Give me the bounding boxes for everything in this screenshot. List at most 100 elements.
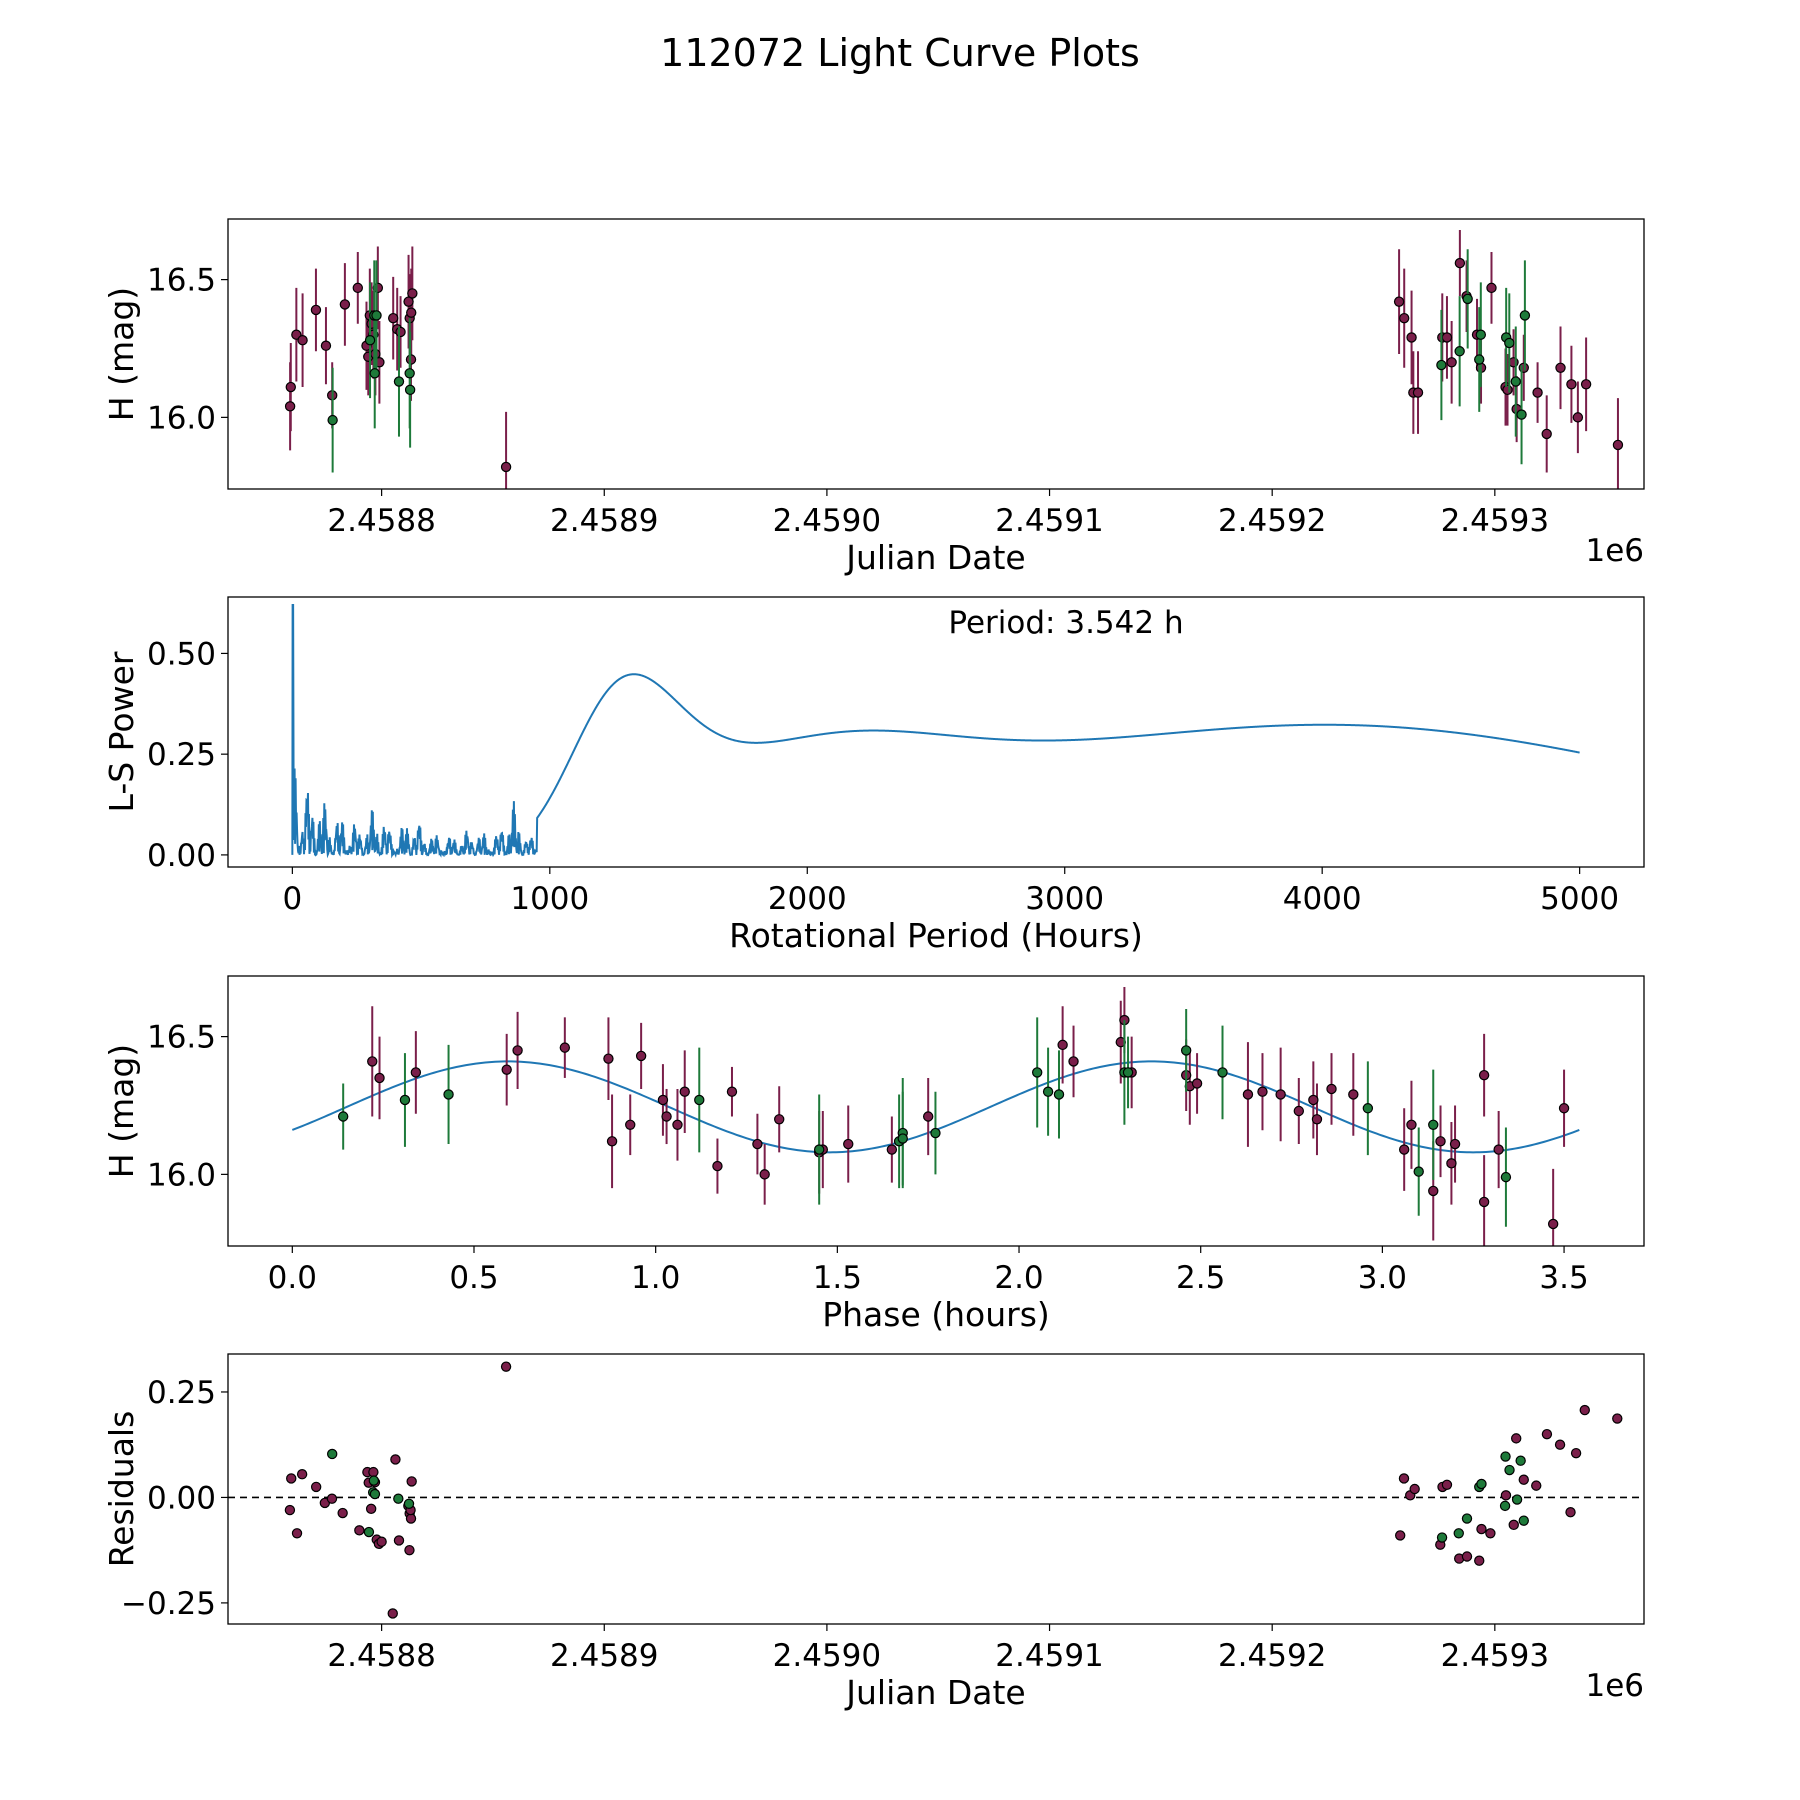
- data-point: [285, 381, 296, 393]
- data-point: [1257, 1086, 1268, 1097]
- y-tick-label: −0.25: [121, 1586, 216, 1622]
- data-point: [410, 1067, 422, 1078]
- panel-phased: 0.0 0.5 1.0 1.5 2.0 2.5 3.0 3.5 16.0 16.5 Phase (h…: [102, 975, 1645, 1334]
- x-tick-label: 0: [282, 881, 302, 917]
- data-point: [559, 1042, 571, 1053]
- residual-point: [365, 1503, 377, 1515]
- data-point: [371, 310, 382, 321]
- data-point: [297, 335, 308, 346]
- data-point: [393, 376, 405, 387]
- x-tick-label: 2.4589: [550, 1638, 658, 1674]
- data-point: [1446, 357, 1457, 368]
- x-tick-label: 2.4592: [1218, 1638, 1326, 1674]
- data-point: [1042, 1086, 1054, 1097]
- plot-area: [228, 1361, 1644, 1619]
- residual-point: [310, 1481, 322, 1493]
- x-axis-label: Phase (hours): [822, 1295, 1050, 1334]
- data-point: [1412, 387, 1424, 398]
- panel-residuals: 2.4588 2.4589 2.4590 2.4591 2.4592 2.4593 −0.2…: [102, 1353, 1645, 1712]
- residual-point: [1565, 1507, 1576, 1518]
- axes-frame: [227, 1353, 1645, 1625]
- x-tick-label: 2.4591: [995, 1638, 1103, 1674]
- residual-point: [1395, 1530, 1406, 1541]
- period-annotation: Period: 3.542 h: [948, 605, 1183, 641]
- data-point: [367, 1056, 378, 1067]
- data-point: [1454, 257, 1466, 269]
- data-point: [1449, 1138, 1461, 1150]
- data-point: [1435, 1136, 1446, 1147]
- residual-point: [1500, 1451, 1511, 1462]
- residual-point: [404, 1544, 415, 1556]
- data-point: [374, 1072, 385, 1084]
- data-point: [1311, 1114, 1323, 1125]
- data-point: [1413, 1166, 1424, 1177]
- residual-point: [376, 1536, 387, 1547]
- data-point: [399, 1094, 411, 1106]
- data-point: [1474, 354, 1485, 365]
- data-point: [512, 1045, 523, 1056]
- residual-point: [296, 1469, 308, 1480]
- residual-point: [1554, 1439, 1566, 1450]
- residual-point: [337, 1507, 348, 1519]
- data-point: [395, 326, 406, 338]
- data-point: [897, 1133, 908, 1144]
- data-point: [1406, 1119, 1417, 1130]
- residual-point: [1612, 1413, 1623, 1424]
- y-tick-label: 0.25: [147, 737, 216, 773]
- data-point: [930, 1127, 941, 1139]
- x-tick-label: 2.4593: [1441, 503, 1549, 539]
- x-tick-label: 2.4592: [1218, 503, 1326, 539]
- y-axis-label: H (mag): [102, 287, 141, 421]
- x-tick-label: 5000: [1540, 881, 1619, 917]
- y-tick-label: 0.50: [147, 636, 216, 672]
- x-axis-label: Rotational Period (Hours): [729, 916, 1143, 955]
- data-point: [1308, 1094, 1319, 1106]
- data-point: [403, 296, 414, 307]
- x-tick-label: 2.0: [994, 1260, 1043, 1296]
- data-point: [1057, 1039, 1068, 1051]
- data-point: [694, 1094, 705, 1106]
- residual-point: [1508, 1519, 1519, 1531]
- x-tick-label: 0.0: [268, 1260, 317, 1296]
- x-tick-label: 0.5: [449, 1260, 498, 1296]
- y-tick-label: 0.25: [147, 1375, 216, 1411]
- y-axis-label: L-S Power: [102, 651, 141, 812]
- data-point: [1122, 1067, 1134, 1078]
- figure-title: 112072 Light Curve Plots: [660, 31, 1140, 75]
- data-point: [1516, 409, 1527, 420]
- y-tick-label: 0.00: [147, 1480, 216, 1516]
- data-point: [1547, 1218, 1559, 1230]
- data-point: [337, 1111, 349, 1122]
- y-tick-label: 16.0: [147, 1157, 216, 1193]
- x-tick-label: 4000: [1283, 881, 1362, 917]
- data-point: [774, 1114, 785, 1125]
- residual-point: [387, 1608, 398, 1619]
- residual-point: [368, 1466, 379, 1478]
- residual-point: [1531, 1480, 1542, 1491]
- residual-point: [1474, 1555, 1485, 1566]
- residual-point: [403, 1498, 415, 1509]
- panel-lightcurve: 2.4588 2.4589 2.4590 2.4591 2.4592 2.4593 16.0…: [102, 218, 1645, 577]
- x-tick-label: 2.4591: [995, 503, 1103, 539]
- series-band_a: [284, 230, 1624, 489]
- x-tick-label: 2.4590: [773, 1638, 881, 1674]
- data-point: [404, 384, 416, 396]
- residual-point: [1541, 1428, 1553, 1440]
- data-point: [759, 1169, 770, 1180]
- residual-point: [1504, 1464, 1515, 1476]
- data-point: [320, 340, 332, 351]
- data-point: [1217, 1067, 1228, 1078]
- data-point: [284, 401, 296, 412]
- data-point: [1502, 384, 1513, 396]
- data-point: [1053, 1089, 1065, 1100]
- data-point: [500, 461, 512, 473]
- plot-area: [291, 987, 1580, 1246]
- data-point: [1504, 337, 1515, 349]
- axes-frame: [227, 975, 1645, 1247]
- series-band_a: [284, 1361, 1623, 1619]
- residual-point: [1476, 1478, 1487, 1490]
- residual-point: [1570, 1447, 1582, 1459]
- data-point: [1558, 1103, 1570, 1114]
- data-point: [1399, 312, 1410, 324]
